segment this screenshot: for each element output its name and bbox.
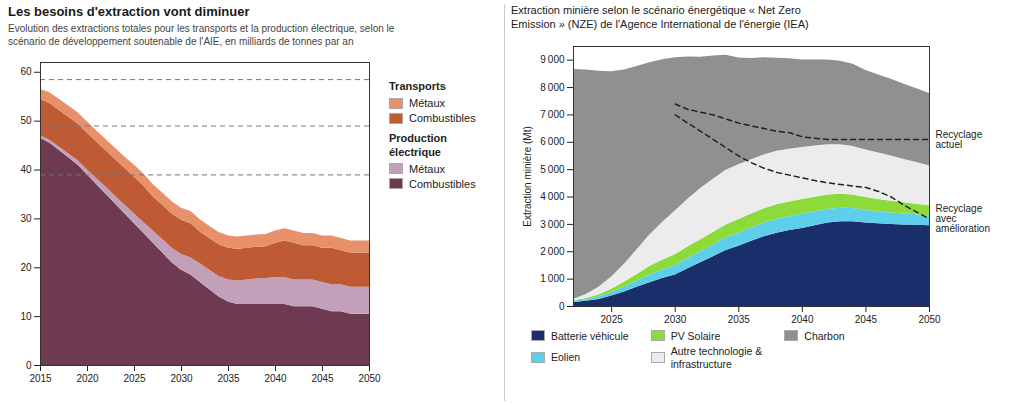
svg-text:2015: 2015 <box>29 373 52 384</box>
svg-text:Recyclageactuel: Recyclageactuel <box>936 128 983 149</box>
html-text:Métaux: Métaux <box>409 162 446 175</box>
svg-text:2030: 2030 <box>664 313 687 324</box>
svg-text:40: 40 <box>20 164 32 175</box>
svg-text:0: 0 <box>26 360 32 371</box>
svg-text:2045: 2045 <box>855 313 878 324</box>
svg-text:2050: 2050 <box>918 313 941 324</box>
svg-text:4 000: 4 000 <box>540 191 565 202</box>
html-text:Production électrique: Production électrique <box>389 132 448 158</box>
svg-text:3 000: 3 000 <box>540 218 565 229</box>
html-text:Eolien: Eolien <box>551 351 581 364</box>
svg-text:2045: 2045 <box>311 373 334 384</box>
svg-text:2025: 2025 <box>123 373 146 384</box>
html-text:Evolution des extractions tota: Evolution des extractions totales pour l… <box>8 23 395 47</box>
html-text:PV Solaire: PV Solaire <box>670 329 721 342</box>
svg-text:2030: 2030 <box>170 373 193 384</box>
svg-text:2020: 2020 <box>76 373 99 384</box>
svg-text:0: 0 <box>559 300 565 311</box>
svg-text:2040: 2040 <box>264 373 287 384</box>
html-text:Combustibles: Combustibles <box>409 177 476 190</box>
html-text:Transports: Transports <box>389 80 446 93</box>
svg-text:50: 50 <box>20 116 32 127</box>
svg-text:60: 60 <box>20 67 32 78</box>
html-text:Métaux: Métaux <box>409 97 446 110</box>
svg-text:2040: 2040 <box>791 313 814 324</box>
html-text:Batterie véhicule: Batterie véhicule <box>551 329 629 342</box>
svg-text:2 000: 2 000 <box>540 245 565 256</box>
svg-text:1 000: 1 000 <box>540 273 565 284</box>
svg-text:Recyclageavecamélioration: Recyclageavecamélioration <box>936 203 990 234</box>
svg-text:20: 20 <box>20 262 32 273</box>
html-text:Combustibles: Combustibles <box>409 112 476 125</box>
html-text:Extraction minière selon le sc: Extraction minière selon le scénario éne… <box>511 4 809 30</box>
svg-text:2050: 2050 <box>358 373 381 384</box>
svg-text:8 000: 8 000 <box>540 81 565 92</box>
svg-text:6 000: 6 000 <box>540 136 565 147</box>
html-text:Charbon: Charbon <box>804 329 845 342</box>
svg-text:5 000: 5 000 <box>540 163 565 174</box>
svg-text:2025: 2025 <box>601 313 624 324</box>
svg-text:Extraction minière (Mt): Extraction minière (Mt) <box>522 126 533 227</box>
svg-text:7 000: 7 000 <box>540 109 565 120</box>
svg-text:10: 10 <box>20 311 32 322</box>
svg-text:2035: 2035 <box>217 373 240 384</box>
svg-text:2035: 2035 <box>728 313 751 324</box>
html-text:Les besoins d'extraction vont: Les besoins d'extraction vont diminuer <box>8 4 250 19</box>
svg-text:30: 30 <box>20 213 32 224</box>
html-text:Autre technologie & infrastruc: Autre technologie & infrastructure <box>670 345 763 370</box>
svg-text:9 000: 9 000 <box>540 54 565 65</box>
